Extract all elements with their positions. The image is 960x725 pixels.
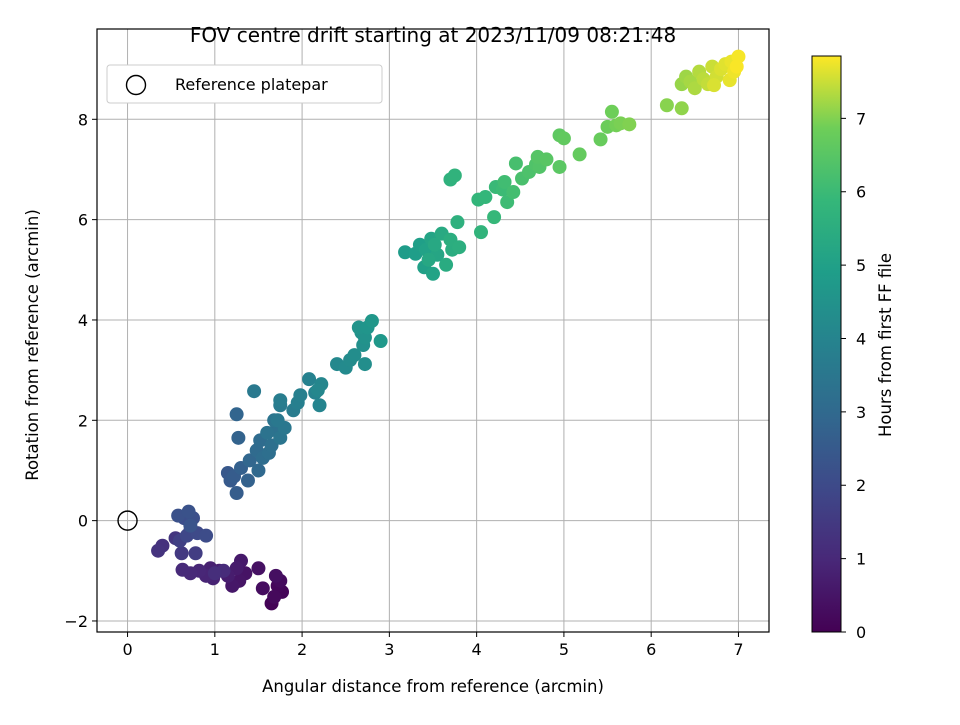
data-point	[270, 413, 285, 428]
data-point	[229, 486, 244, 501]
data-point	[426, 266, 440, 281]
x-ticks: 0 1 2 3 4 5 6 7	[122, 632, 744, 659]
data-point	[687, 81, 702, 96]
colorbar-tick-label: 6	[856, 183, 866, 202]
colorbar-tick-label: 2	[856, 476, 866, 495]
data-point	[487, 210, 502, 225]
legend-entry-reference-platepar: Reference platepar	[175, 75, 328, 94]
data-point	[251, 561, 266, 576]
x-tick-label: 7	[733, 640, 743, 659]
colorbar-tick-label: 7	[856, 109, 866, 128]
data-point	[572, 147, 587, 162]
data-point	[364, 313, 379, 328]
data-point	[188, 546, 203, 561]
x-tick-label: 3	[384, 640, 394, 659]
data-point	[421, 252, 436, 267]
data-point	[242, 453, 257, 468]
y-ticks: −2 0 2 4 6 8	[64, 110, 97, 631]
x-tick-label: 1	[210, 640, 220, 659]
data-point	[622, 117, 637, 132]
y-tick-label: 4	[78, 311, 88, 330]
y-tick-label: 6	[78, 211, 88, 230]
data-point	[347, 348, 362, 363]
data-point	[659, 98, 674, 113]
data-point	[207, 566, 222, 581]
colorbar-gradient	[811, 55, 842, 633]
legend: Reference platepar	[106, 64, 383, 104]
data-point	[552, 159, 567, 174]
reference-point	[117, 510, 138, 531]
reference-marker	[117, 510, 138, 531]
data-point	[312, 398, 327, 413]
x-tick-label: 0	[122, 640, 132, 659]
legend-marker-icon	[125, 74, 147, 96]
data-point	[357, 357, 372, 372]
y-tick-label: 8	[78, 110, 88, 129]
data-point	[267, 589, 282, 604]
colorbar-ticks: 0 1 2 3 4 5 6 7	[841, 109, 866, 642]
x-tick-label: 6	[646, 640, 656, 659]
data-point	[539, 152, 554, 167]
data-point	[240, 473, 255, 488]
data-point	[452, 240, 467, 255]
data-point	[556, 131, 571, 146]
colorbar-label: Hours from first FF file	[876, 253, 895, 437]
data-point	[674, 101, 689, 116]
data-point	[593, 132, 608, 147]
data-point	[478, 190, 493, 205]
data-point	[174, 546, 189, 561]
legend-box	[106, 64, 383, 104]
data-point	[293, 388, 308, 403]
data-point	[439, 257, 454, 272]
x-tick-label: 2	[297, 640, 307, 659]
data-point	[427, 237, 442, 252]
data-point	[447, 168, 462, 183]
x-tick-label: 4	[472, 640, 482, 659]
data-point	[229, 407, 244, 422]
data-point	[604, 104, 619, 119]
data-point	[500, 195, 515, 210]
data-point	[175, 562, 190, 577]
data-point	[302, 372, 317, 387]
colorbar-tick-label: 5	[856, 256, 866, 275]
data-point	[506, 185, 521, 200]
y-tick-label: −2	[64, 612, 88, 631]
x-axis-label: Angular distance from reference (arcmin)	[262, 677, 604, 696]
colorbar-tick-label: 0	[856, 623, 866, 642]
data-point	[251, 463, 266, 478]
y-tick-label: 2	[78, 411, 88, 430]
data-points	[151, 49, 746, 611]
y-tick-label: 0	[78, 512, 88, 531]
data-point	[707, 78, 722, 93]
data-point	[508, 156, 523, 171]
colorbar-tick-label: 1	[856, 550, 866, 569]
data-point	[247, 384, 262, 399]
data-point	[268, 568, 283, 583]
data-point	[273, 393, 288, 408]
data-point	[729, 59, 744, 74]
colorbar-tick-label: 4	[856, 329, 866, 348]
data-point	[450, 215, 465, 230]
data-point	[497, 175, 512, 190]
data-point	[199, 528, 214, 543]
colorbar-tick-label: 3	[856, 403, 866, 422]
chart-title: FOV centre drift starting at 2023/11/09 …	[190, 23, 676, 47]
data-point	[373, 334, 388, 349]
plot-frame	[96, 28, 770, 633]
data-point	[151, 543, 166, 558]
data-point	[260, 425, 275, 440]
x-tick-label: 5	[559, 640, 569, 659]
colorbar: 0 1 2 3 4 5 6 7 Hours from first FF file	[811, 55, 895, 642]
data-point	[310, 383, 325, 398]
data-point	[474, 225, 488, 240]
grid-lines	[97, 29, 769, 632]
data-point	[398, 245, 413, 260]
y-axis-label: Rotation from reference (arcmin)	[23, 209, 42, 481]
data-point	[181, 504, 196, 519]
data-point	[255, 581, 270, 596]
data-point	[183, 518, 198, 533]
data-point	[231, 430, 246, 445]
